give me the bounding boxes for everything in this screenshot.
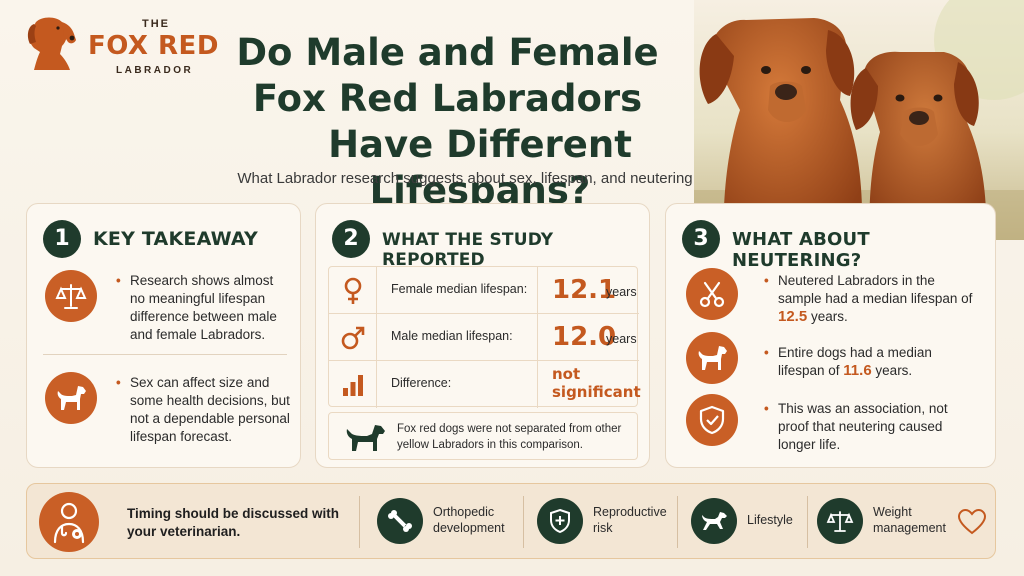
factor-reproductive-line-1: Reproductive	[593, 505, 667, 519]
factor-orthopedic-line-1: Orthopedic	[433, 505, 495, 519]
factor-weight-line-2: management	[873, 521, 946, 535]
factor-orthopedic: Orthopedic development	[377, 498, 517, 546]
factor-lifestyle-label: Lifestyle	[747, 513, 793, 527]
dog-icon	[45, 372, 97, 424]
step-number-2: 2	[332, 220, 370, 258]
female-symbol-icon	[329, 267, 377, 314]
running-dog-icon	[691, 498, 737, 544]
title-line-2: Fox Red Labradors	[252, 77, 643, 120]
takeaway-bullet-2: Sex can affect size and some health deci…	[116, 374, 290, 446]
page-subtitle: What Labrador research suggests about se…	[237, 170, 693, 187]
male-lifespan-value: 12.0	[552, 322, 617, 352]
factor-orthopedic-label: Orthopedic development	[433, 504, 505, 536]
scales-icon	[45, 270, 97, 322]
heart-icon	[957, 508, 987, 535]
bone-joint-icon	[377, 498, 423, 544]
entire-lifespan-value: 11.6	[843, 362, 872, 379]
veterinarian-icon	[39, 492, 99, 552]
dog-silhouette-icon	[346, 425, 385, 451]
difference-value-line-1: not	[552, 365, 581, 383]
factor-reproductive-label: Reproductive risk	[593, 504, 667, 536]
male-value-cell: 12.0 years	[537, 314, 639, 361]
difference-label: Difference:	[391, 376, 452, 390]
logo-fox-red: FOX RED	[88, 31, 219, 61]
dog-icon	[686, 332, 738, 384]
takeaway-bullet-1: Research shows almost no meaningful life…	[116, 272, 290, 344]
entire-unit: years.	[871, 363, 913, 378]
factor-weight-line-1: Weight	[873, 505, 912, 519]
factor-reproductive-line-2: risk	[593, 521, 613, 535]
factor-orthopedic-line-2: development	[433, 521, 505, 535]
factor-weight: Weight management	[817, 498, 987, 546]
step-number-1: 1	[43, 220, 81, 258]
title-line-1: Do Male and Female	[236, 31, 659, 74]
shield-check-icon	[686, 394, 738, 446]
neutering-bullet-2: Entire dogs had a median lifespan of 11.…	[764, 344, 978, 380]
stat-row-female: Female median lifespan: 12.1 years	[329, 267, 639, 314]
study-stats-table: Female median lifespan: 12.1 years Male …	[328, 266, 641, 408]
bottom-separator	[359, 496, 360, 548]
labrador-logo-icon	[27, 17, 76, 70]
neutered-lifespan-value: 12.5	[778, 308, 808, 325]
factor-reproductive: Reproductive risk	[537, 498, 677, 546]
difference-value-line-2: significant	[552, 383, 641, 401]
key-takeaway-title: KEY TAKEAWAY	[93, 228, 258, 250]
factor-weight-label: Weight management	[873, 504, 946, 536]
neutering-bullet-1: Neutered Labradors in the sample had a m…	[764, 272, 978, 326]
stat-row-male: Male median lifespan: 12.0 years	[329, 314, 639, 361]
vet-timing-bar: Timing should be discussed with your vet…	[26, 483, 996, 559]
neutering-card: 3 WHAT ABOUT NEUTERING? Neutered Labrado…	[665, 203, 996, 468]
study-note: Fox red dogs were not separated from oth…	[328, 412, 638, 460]
factor-lifestyle: Lifestyle	[691, 498, 811, 546]
title-line-3: Have Different Lifespans?	[328, 123, 632, 212]
study-card-title: WHAT THE STUDY REPORTED	[382, 230, 554, 270]
female-value-cell: 12.1 years	[537, 267, 639, 314]
logo-the: THE	[142, 18, 170, 30]
male-symbol-icon	[329, 314, 377, 361]
difference-value: not significant	[552, 365, 641, 401]
logo-labrador: LABRADOR	[116, 65, 194, 76]
difference-value-cell: not significant	[537, 361, 641, 408]
study-card: 2 WHAT THE STUDY REPORTED Female median …	[315, 203, 650, 468]
card1-divider	[43, 354, 287, 355]
neutering-bullet-3: This was an association, not proof that …	[764, 400, 978, 454]
bottom-separator	[523, 496, 524, 548]
entire-text: Entire dogs had a median lifespan of	[778, 345, 932, 378]
study-note-text: Fox red dogs were not separated from oth…	[397, 423, 622, 451]
bottom-separator	[677, 496, 678, 548]
male-lifespan-label: Male median lifespan:	[391, 329, 513, 343]
bottom-separator	[807, 496, 808, 548]
scissors-icon	[686, 268, 738, 320]
neutering-card-title: WHAT ABOUT NEUTERING?	[732, 229, 870, 271]
step-number-3: 3	[682, 220, 720, 258]
neutered-text: Neutered Labradors in the sample had a m…	[778, 273, 973, 306]
stat-row-difference: Difference: not significant	[329, 361, 641, 408]
female-lifespan-value: 12.1	[552, 275, 617, 305]
vet-timing-text: Timing should be discussed with your vet…	[127, 506, 340, 539]
bar-chart-icon	[329, 361, 377, 408]
scales-icon	[817, 498, 863, 544]
shield-plus-icon	[537, 498, 583, 544]
brand-logo: THE FOX RED LABRADOR	[22, 12, 222, 76]
female-lifespan-label: Female median lifespan:	[391, 282, 528, 296]
female-lifespan-unit: years	[606, 285, 637, 299]
neutered-unit: years.	[807, 309, 848, 324]
male-lifespan-unit: years	[606, 332, 637, 346]
key-takeaway-card: 1 KEY TAKEAWAY Research shows almost no …	[26, 203, 301, 468]
